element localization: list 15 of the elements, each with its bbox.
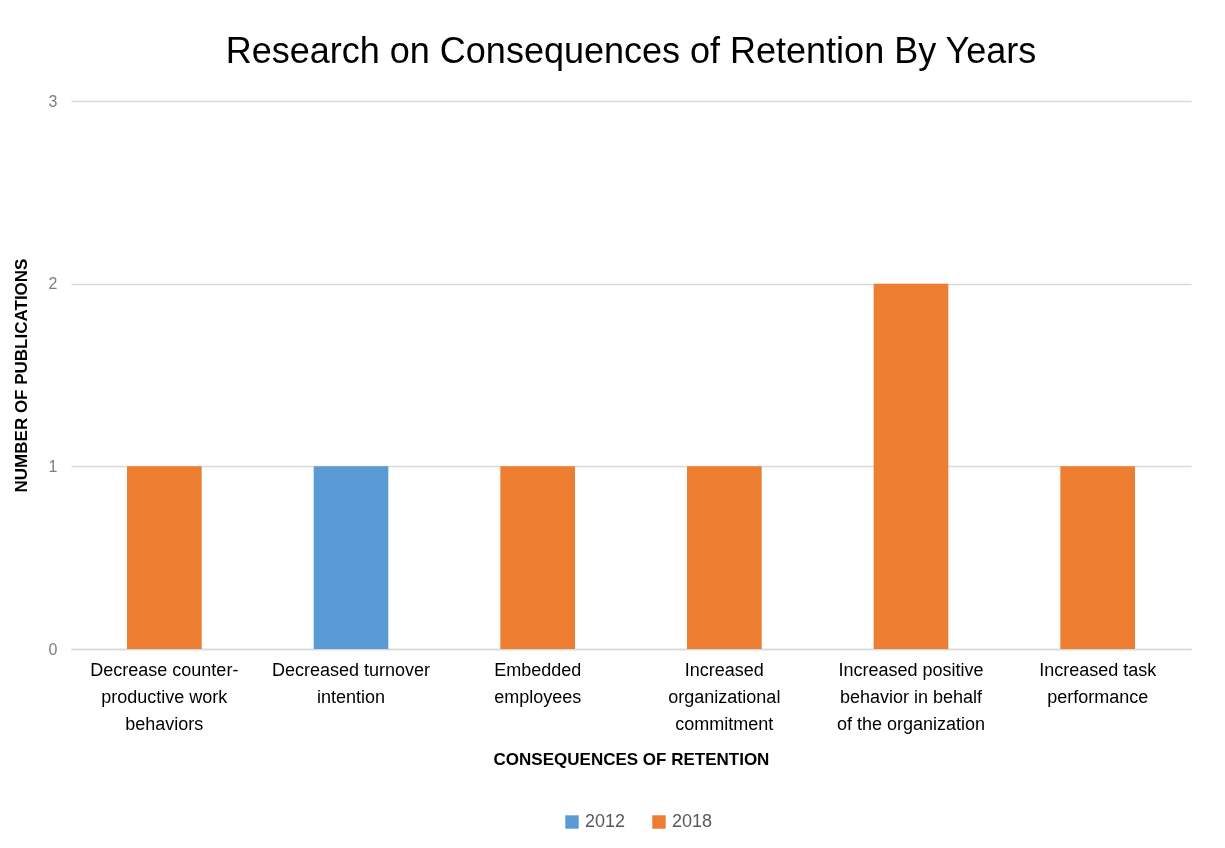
y-tick-label: 0 (48, 640, 58, 658)
x-tick-label: Increased task performance (1039, 659, 1158, 707)
x-tick-label: Decreased turnover intention (271, 659, 431, 707)
y-tick-label: 2 (48, 275, 58, 293)
x-tick-label: Embedded employees (494, 659, 582, 707)
x-tick-label: Increased positive behavior in behalf of the organization (836, 659, 986, 734)
y-tick-label: 3 (48, 92, 58, 110)
legend-label: 2012 (585, 811, 626, 831)
legend-label: 2018 (672, 811, 713, 831)
x-tick-label: Decrease counter-productive work behaviors (90, 659, 239, 734)
y-axis-title: NUMBER OF PUBLICATIONS (11, 258, 31, 493)
x-tick-label: Increased organizational commitment (668, 659, 781, 734)
y-tick-label: 1 (48, 457, 58, 475)
x-axis-title: CONSEQUENCES OF RETENTION (493, 749, 770, 769)
chart-title: Research on Consequences of Retention By Years (225, 30, 1037, 71)
